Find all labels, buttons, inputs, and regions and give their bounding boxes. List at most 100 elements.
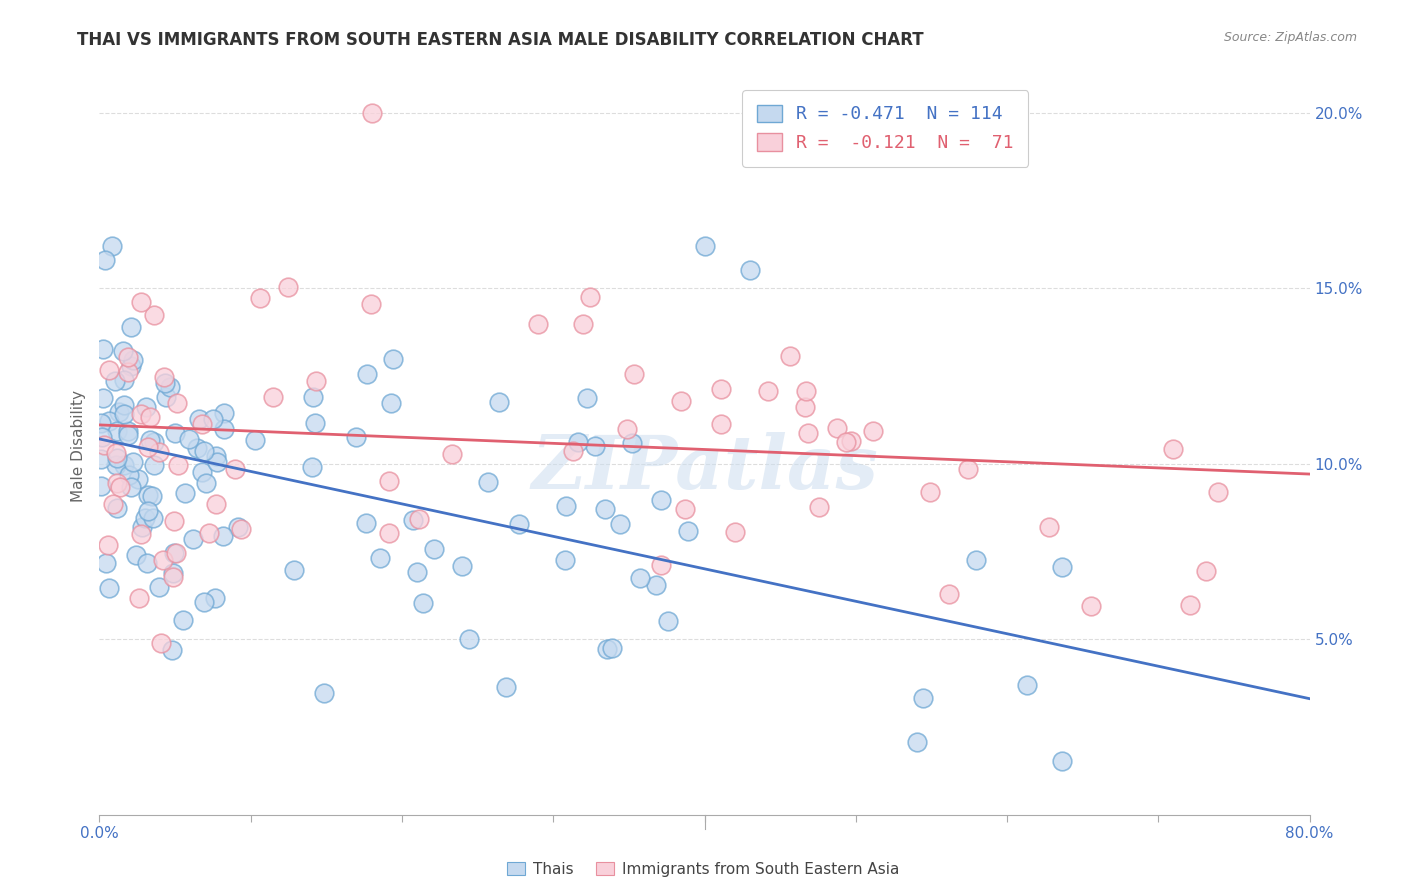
Point xyxy=(224,462,246,476)
Point xyxy=(108,480,131,494)
Point xyxy=(201,412,224,426)
Point xyxy=(304,417,326,431)
Point xyxy=(412,596,434,610)
Point xyxy=(155,390,177,404)
Point xyxy=(177,432,200,446)
Point xyxy=(671,394,693,409)
Point xyxy=(839,434,862,448)
Point xyxy=(205,455,228,469)
Text: Source: ZipAtlas.com: Source: ZipAtlas.com xyxy=(1223,31,1357,45)
Point xyxy=(97,538,120,552)
Point xyxy=(150,636,173,650)
Point xyxy=(134,511,156,525)
Point xyxy=(143,309,166,323)
Point xyxy=(90,452,112,467)
Point xyxy=(167,458,190,472)
Point xyxy=(120,480,142,494)
Point xyxy=(205,498,228,512)
Point xyxy=(620,436,643,450)
Point xyxy=(104,458,127,472)
Point xyxy=(193,595,215,609)
Point xyxy=(312,686,335,700)
Point xyxy=(596,642,619,657)
Point xyxy=(160,642,183,657)
Point xyxy=(117,428,139,442)
Point xyxy=(567,435,589,450)
Point xyxy=(1163,442,1185,457)
Point xyxy=(356,367,378,381)
Point xyxy=(370,551,392,566)
Point xyxy=(159,380,181,394)
Point xyxy=(825,421,848,435)
Point xyxy=(136,556,159,570)
Y-axis label: Male Disability: Male Disability xyxy=(72,390,86,502)
Point xyxy=(807,500,830,514)
Point xyxy=(128,591,150,606)
Point xyxy=(152,553,174,567)
Point xyxy=(693,239,716,253)
Point xyxy=(98,363,121,377)
Point xyxy=(779,349,801,363)
Point xyxy=(458,632,481,646)
Point xyxy=(1194,564,1216,578)
Point xyxy=(575,392,598,406)
Point xyxy=(112,407,135,421)
Point xyxy=(562,444,585,458)
Point xyxy=(93,342,115,356)
Point xyxy=(105,475,128,490)
Point xyxy=(93,438,115,452)
Point xyxy=(205,450,228,464)
Point xyxy=(111,344,134,359)
Point xyxy=(204,591,226,606)
Point xyxy=(1015,678,1038,692)
Point xyxy=(125,548,148,562)
Point xyxy=(91,391,114,405)
Point xyxy=(193,444,215,458)
Point xyxy=(162,566,184,580)
Point xyxy=(645,578,668,592)
Point xyxy=(112,398,135,412)
Point xyxy=(121,455,143,469)
Point xyxy=(794,400,817,414)
Point xyxy=(583,439,606,453)
Point xyxy=(450,559,472,574)
Point xyxy=(710,382,733,396)
Point xyxy=(166,396,188,410)
Point xyxy=(262,390,284,404)
Point xyxy=(402,513,425,527)
Point xyxy=(1180,598,1202,612)
Point xyxy=(191,465,214,479)
Point xyxy=(136,488,159,502)
Point xyxy=(724,524,747,539)
Point xyxy=(90,479,112,493)
Point xyxy=(135,401,157,415)
Point xyxy=(277,280,299,294)
Point xyxy=(129,294,152,309)
Point xyxy=(508,516,530,531)
Point xyxy=(354,516,377,530)
Point xyxy=(495,680,517,694)
Point xyxy=(245,433,267,447)
Point xyxy=(136,503,159,517)
Point xyxy=(344,430,367,444)
Point xyxy=(122,353,145,368)
Legend: R = -0.471  N = 114, R =  -0.121  N =  71: R = -0.471 N = 114, R = -0.121 N = 71 xyxy=(742,90,1028,167)
Point xyxy=(554,553,576,567)
Point xyxy=(211,529,233,543)
Point xyxy=(142,458,165,472)
Point xyxy=(94,556,117,570)
Point xyxy=(142,511,165,525)
Point xyxy=(301,390,323,404)
Point xyxy=(756,384,779,399)
Point xyxy=(579,291,602,305)
Point xyxy=(187,412,209,426)
Point xyxy=(114,458,136,472)
Point xyxy=(162,546,184,560)
Point xyxy=(127,472,149,486)
Point xyxy=(90,416,112,430)
Point xyxy=(957,462,980,476)
Point xyxy=(1050,754,1073,768)
Point xyxy=(117,350,139,364)
Point xyxy=(673,501,696,516)
Point xyxy=(162,569,184,583)
